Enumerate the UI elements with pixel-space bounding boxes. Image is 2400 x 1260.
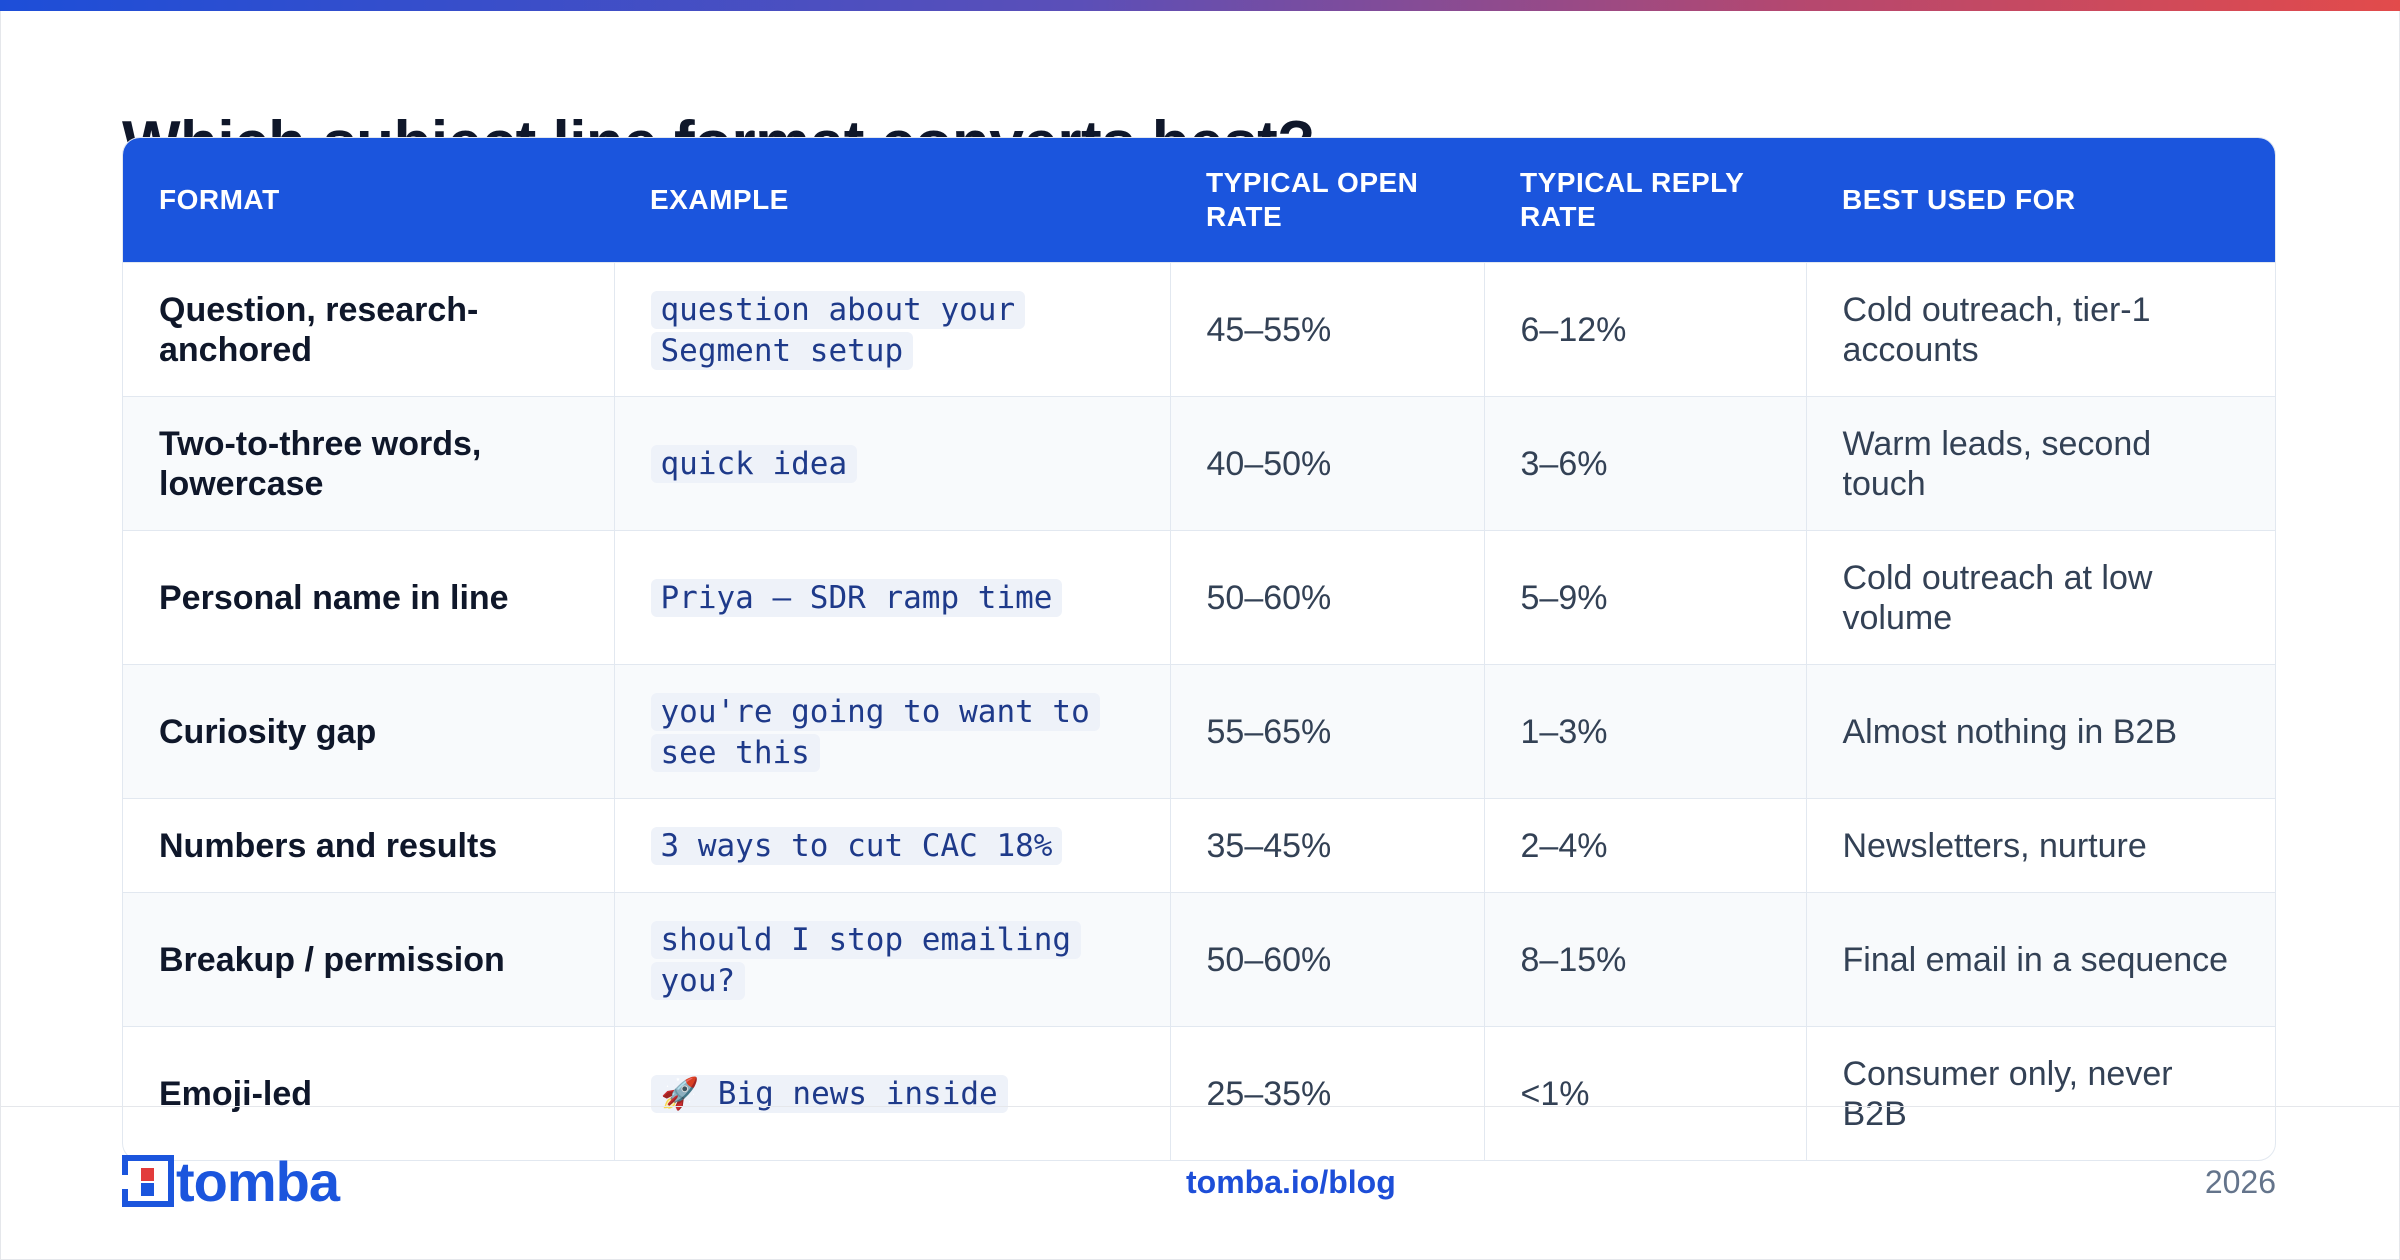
table-row: Two-to-three words, lowercase quick idea…: [123, 396, 2275, 531]
tomba-logo-icon: [122, 1155, 174, 1207]
cell-open-rate: 45–55%: [1170, 262, 1485, 397]
table-row: Breakup / permission should I stop email…: [123, 892, 2275, 1027]
table-row: Curiosity gap you're going to want to se…: [123, 664, 2275, 799]
cell-example: you're going to want to see this: [614, 664, 1171, 799]
cell-best-used-for: Cold outreach at low volume: [1806, 530, 2275, 665]
cell-example: 3 ways to cut CAC 18%: [614, 798, 1171, 893]
cell-example: quick idea: [614, 396, 1171, 531]
cell-open-rate: 50–60%: [1170, 530, 1485, 665]
cell-format: Personal name in line: [123, 530, 615, 665]
example-code: 🚀 Big news inside: [650, 1075, 1008, 1113]
header-reply-rate: TYPICAL REPLY RATE: [1484, 138, 1806, 263]
cell-reply-rate: 2–4%: [1484, 798, 1807, 893]
cell-best-used-for: Cold outreach, tier-1 accounts: [1806, 262, 2275, 397]
logo-wordmark: tomba: [176, 1155, 341, 1209]
cell-reply-rate: 3–6%: [1484, 396, 1807, 531]
cell-best-used-for: Newsletters, nurture: [1806, 798, 2275, 893]
cell-reply-rate: 5–9%: [1484, 530, 1807, 665]
cell-format: Curiosity gap: [123, 664, 615, 799]
cell-open-rate: 50–60%: [1170, 892, 1485, 1027]
cell-reply-rate: 8–15%: [1484, 892, 1807, 1027]
cell-reply-rate: <1%: [1484, 1026, 1807, 1160]
example-code: you're going to want to see this: [650, 692, 1100, 772]
footer-year: 2026: [2204, 1164, 2276, 1200]
cell-best-used-for: Almost nothing in B2B: [1806, 664, 2275, 799]
table-row: Personal name in line Priya — SDR ramp t…: [123, 530, 2275, 665]
cell-example: question about your Segment setup: [614, 262, 1171, 397]
example-code: Priya — SDR ramp time: [650, 579, 1063, 617]
table-row: Question, research-anchored question abo…: [123, 262, 2275, 397]
tomba-logo: tomba: [122, 1155, 342, 1209]
cell-open-rate: 40–50%: [1170, 396, 1485, 531]
example-code: question about your Segment setup: [650, 290, 1026, 370]
header-example: EXAMPLE: [614, 138, 1170, 263]
example-code: quick idea: [650, 445, 858, 483]
cell-reply-rate: 1–3%: [1484, 664, 1807, 799]
cell-format: Breakup / permission: [123, 892, 615, 1027]
cell-best-used-for: Consumer only, never B2B: [1806, 1026, 2275, 1160]
cell-best-used-for: Warm leads, second touch: [1806, 396, 2275, 531]
cell-best-used-for: Final email in a sequence: [1806, 892, 2275, 1027]
header-open-rate: TYPICAL OPEN RATE: [1170, 138, 1484, 263]
cell-reply-rate: 6–12%: [1484, 262, 1807, 397]
comparison-table: FORMAT EXAMPLE TYPICAL OPEN RATE TYPICAL…: [122, 137, 2276, 1161]
cell-example: should I stop emailing you?: [614, 892, 1171, 1027]
top-accent-bar: [0, 0, 2400, 11]
blog-link[interactable]: tomba.io/blog: [1186, 1164, 1396, 1200]
table-row: Emoji-led 🚀 Big news inside 25–35% <1% C…: [123, 1026, 2275, 1160]
cell-open-rate: 35–45%: [1170, 798, 1485, 893]
example-code: should I stop emailing you?: [650, 920, 1082, 1000]
example-code: 3 ways to cut CAC 18%: [650, 827, 1063, 865]
cell-format: Two-to-three words, lowercase: [123, 396, 615, 531]
cell-format: Emoji-led: [123, 1026, 615, 1160]
cell-example: Priya — SDR ramp time: [614, 530, 1171, 665]
cell-example: 🚀 Big news inside: [614, 1026, 1171, 1160]
cell-open-rate: 25–35%: [1170, 1026, 1485, 1160]
footer-divider: [0, 1106, 2400, 1107]
table-header-row: FORMAT EXAMPLE TYPICAL OPEN RATE TYPICAL…: [123, 138, 2275, 263]
table-row: Numbers and results 3 ways to cut CAC 18…: [123, 798, 2275, 893]
cell-format: Numbers and results: [123, 798, 615, 893]
cell-open-rate: 55–65%: [1170, 664, 1485, 799]
cell-format: Question, research-anchored: [123, 262, 615, 397]
header-best-used-for: BEST USED FOR: [1806, 138, 2275, 263]
header-format: FORMAT: [123, 138, 614, 263]
